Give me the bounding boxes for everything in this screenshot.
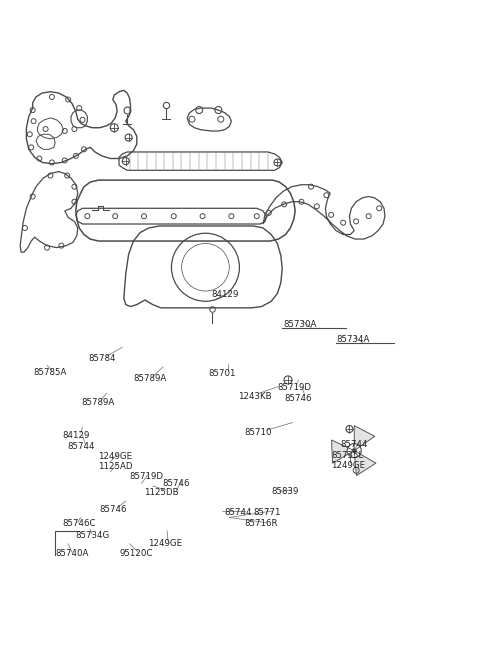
Circle shape <box>347 443 361 458</box>
Text: 85746: 85746 <box>100 505 127 514</box>
Text: 85746: 85746 <box>285 394 312 403</box>
Polygon shape <box>354 426 375 451</box>
Text: 85719D: 85719D <box>130 472 164 481</box>
Text: 85784: 85784 <box>89 354 116 363</box>
Text: 84129: 84129 <box>62 431 90 440</box>
Text: 85839: 85839 <box>271 487 299 496</box>
Text: 85716R: 85716R <box>245 519 278 529</box>
Text: 85785A: 85785A <box>34 367 67 377</box>
Text: 85734G: 85734G <box>76 531 110 540</box>
Polygon shape <box>332 440 354 463</box>
Text: 85744: 85744 <box>225 508 252 517</box>
Text: 85740A: 85740A <box>55 549 89 558</box>
Text: 85744: 85744 <box>67 442 95 451</box>
Text: 85701: 85701 <box>209 369 236 378</box>
Text: 85746: 85746 <box>162 479 190 488</box>
Text: 1125DB: 1125DB <box>144 488 179 497</box>
Text: 85744: 85744 <box>341 440 368 449</box>
Text: 85771: 85771 <box>253 508 280 517</box>
Text: 1249GE: 1249GE <box>331 460 365 470</box>
Text: 1249GE: 1249GE <box>98 452 132 461</box>
Text: 85734A: 85734A <box>336 335 370 344</box>
Text: 85789A: 85789A <box>133 374 167 383</box>
Text: 1243KB: 1243KB <box>238 392 271 401</box>
Text: 85789A: 85789A <box>82 398 115 407</box>
Text: 1249GE: 1249GE <box>148 539 182 548</box>
Text: 84129: 84129 <box>211 290 239 299</box>
Text: 95120C: 95120C <box>119 549 153 558</box>
Polygon shape <box>354 451 376 476</box>
Text: 85719D: 85719D <box>277 383 311 392</box>
Text: 85746C: 85746C <box>62 519 96 529</box>
Text: 85735L: 85735L <box>331 451 363 460</box>
Text: 85730A: 85730A <box>283 320 317 329</box>
Text: 85710: 85710 <box>245 428 272 437</box>
Circle shape <box>352 448 357 453</box>
Text: 1125AD: 1125AD <box>98 462 133 471</box>
